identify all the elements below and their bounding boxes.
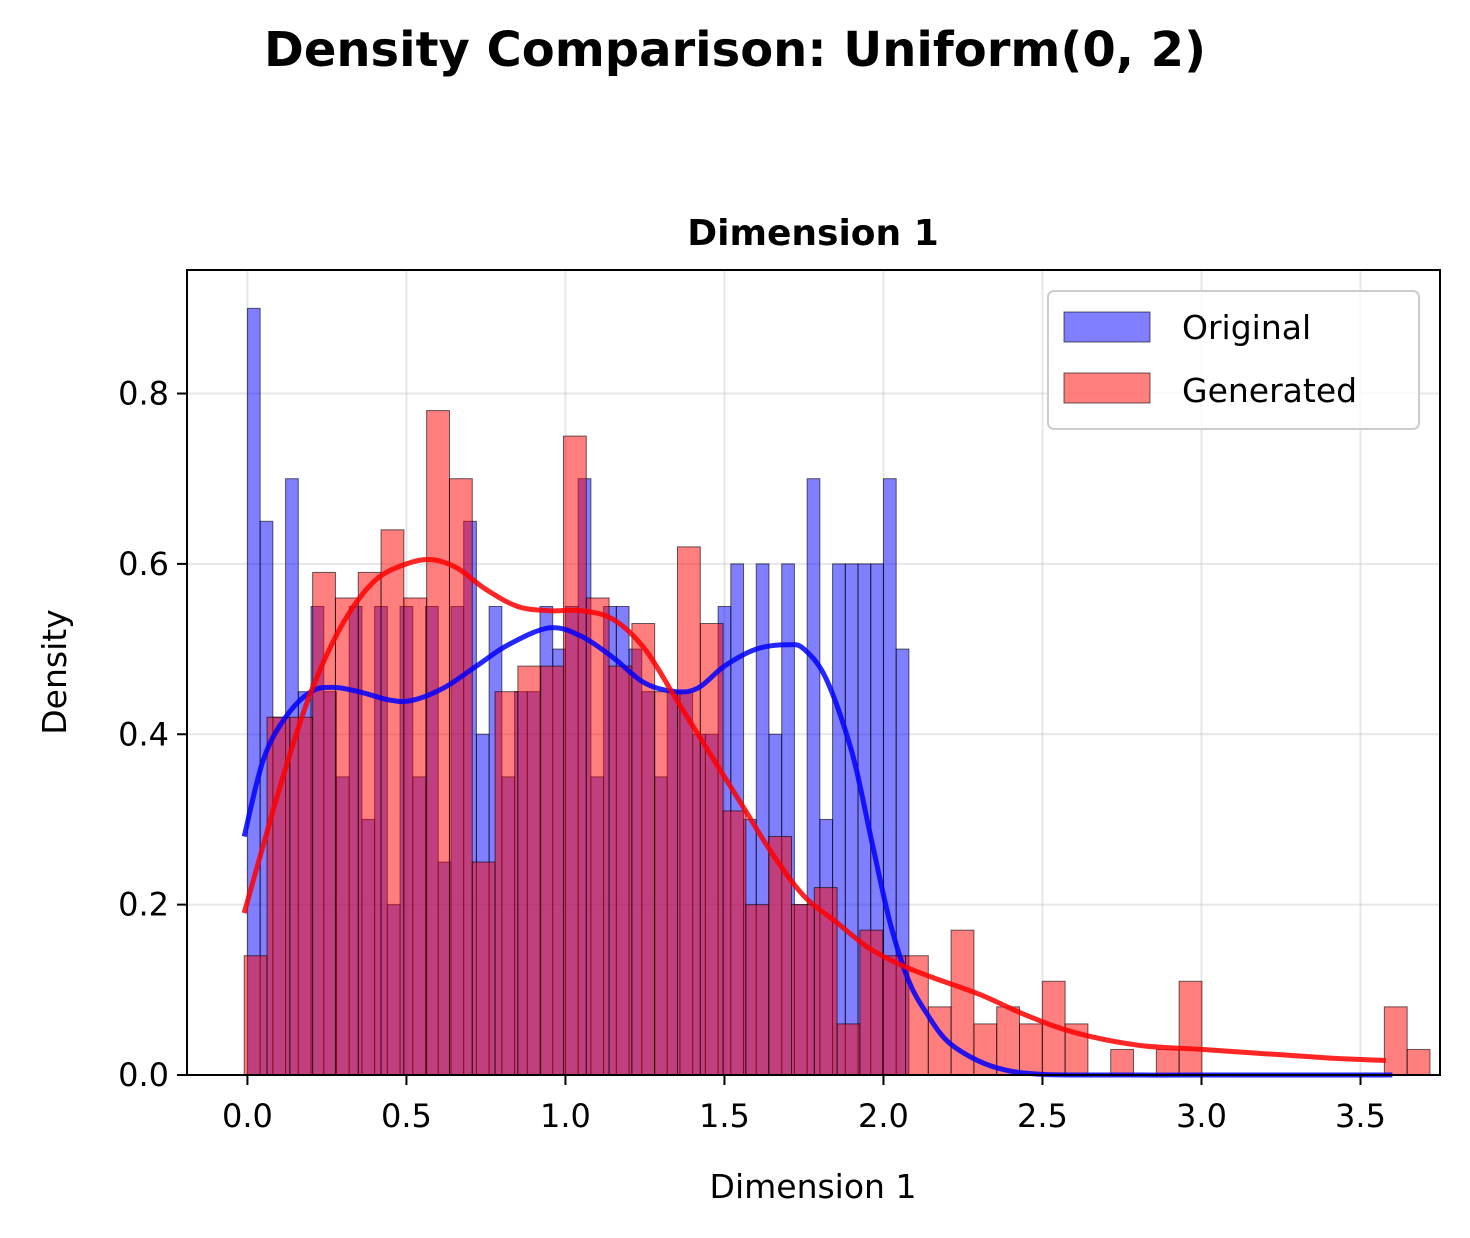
x-tick-label: 2.0 <box>858 1097 909 1135</box>
bar-generated <box>426 410 450 1076</box>
bar-generated <box>790 904 815 1076</box>
bar-generated <box>517 665 542 1076</box>
y-tick-label: 0.4 <box>118 715 169 753</box>
bar-generated <box>1155 1048 1180 1076</box>
plot-title: Dimension 1 <box>687 213 939 254</box>
x-tick-label: 0.5 <box>381 1097 432 1135</box>
bar-generated <box>654 691 678 1076</box>
y-tick-label: 0.6 <box>118 545 169 583</box>
bar-generated <box>403 597 428 1076</box>
bar-generated <box>494 691 519 1076</box>
x-tick-label: 3.5 <box>1335 1097 1386 1135</box>
bar-generated <box>745 904 770 1076</box>
kde-line-original <box>241 625 1393 1078</box>
x-tick-label: 0.0 <box>222 1097 273 1135</box>
bar-generated <box>608 665 633 1076</box>
bar-generated <box>1178 980 1203 1076</box>
x-tick-label: 3.0 <box>1176 1097 1227 1135</box>
y-tick-label: 0.2 <box>118 886 169 924</box>
bar-original <box>844 563 859 1076</box>
bar-generated <box>722 810 747 1076</box>
y-tick-label: 0.8 <box>118 375 169 413</box>
bar-generated <box>540 665 564 1076</box>
bar-generated <box>996 1006 1021 1076</box>
bar-generated <box>289 716 314 1076</box>
bar-generated <box>243 955 268 1076</box>
bar-generated <box>380 529 405 1076</box>
bar-generated <box>631 623 656 1076</box>
x-axis-ticks: 0.0 0.5 1.0 1.5 2.0 2.5 3.0 3.5 <box>222 1075 1386 1135</box>
legend-label-original: Original <box>1182 308 1311 347</box>
bar-generated <box>1110 1048 1135 1076</box>
legend-swatch-generated <box>1063 372 1151 404</box>
figure-title: Density Comparison: Uniform(0, 2) <box>263 22 1207 78</box>
kde-curves <box>241 556 1393 1078</box>
bar-generated <box>334 597 359 1076</box>
x-tick-label: 1.5 <box>699 1097 750 1135</box>
legend-label-generated: Generated <box>1182 371 1357 410</box>
bar-generated <box>357 571 382 1076</box>
bar-generated <box>471 861 496 1076</box>
legend-swatch-original <box>1063 311 1151 343</box>
kde-line-generated <box>241 556 1387 1063</box>
legend: Original Generated <box>1047 290 1420 430</box>
plot-frame <box>186 269 1441 1076</box>
bar-generated <box>882 955 907 1076</box>
bar-generated <box>676 546 701 1076</box>
x-axis-label: Dimension 1 <box>710 1167 917 1206</box>
x-tick-label: 2.5 <box>1017 1097 1068 1135</box>
x-tick-label: 1.0 <box>540 1097 591 1135</box>
y-tick-label: 0.0 <box>118 1056 169 1094</box>
bar-generated <box>585 597 610 1076</box>
y-axis-ticks: 0.0 0.2 0.4 0.6 0.8 <box>118 375 187 1094</box>
bar-generated <box>1383 1006 1408 1076</box>
bar-generated <box>1019 1023 1043 1076</box>
bar-generated <box>1406 1048 1431 1076</box>
bar-generated <box>562 435 587 1076</box>
bar-generated <box>836 1023 861 1076</box>
bar-generated <box>699 623 724 1076</box>
y-axis-label: Density <box>35 609 74 734</box>
